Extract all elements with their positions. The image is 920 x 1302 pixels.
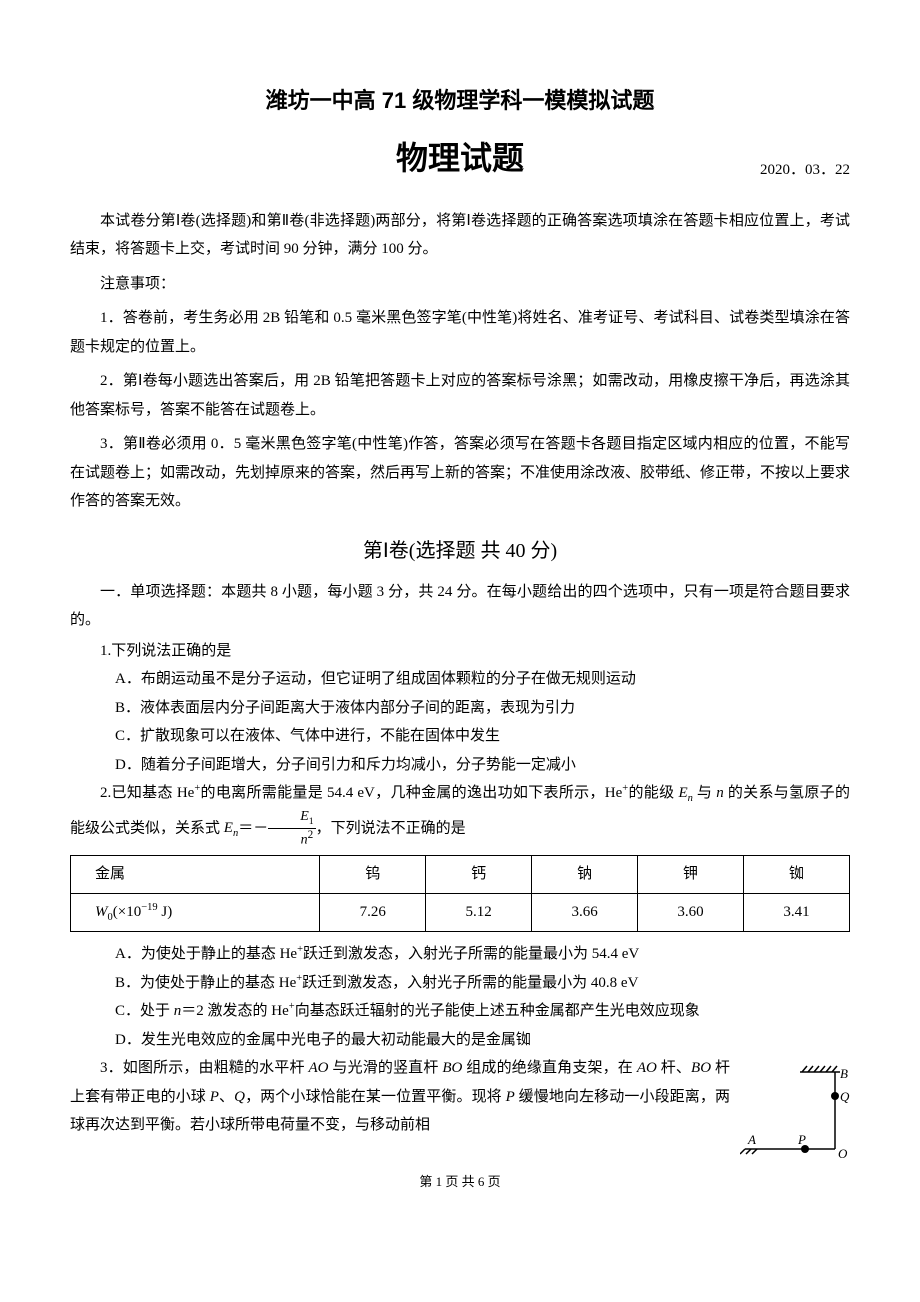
q1-option-c: C．扩散现象可以在液体、气体中进行，不能在固体中发生 (70, 722, 850, 751)
q2-stem-text-3: 的能级 (628, 785, 678, 801)
q1-option-d: D．随着分子间距增大，分子间引力和斥力均减小，分子势能一定减小 (70, 751, 850, 780)
sub-title: 物理试题 (396, 128, 524, 189)
q3-bo2: BO (691, 1060, 711, 1076)
table-row: W0(×10−19 J) 7.26 5.12 3.66 3.60 3.41 (71, 893, 850, 932)
table-cell: 5.12 (426, 893, 532, 932)
q2-table: 金属 钨 钙 钠 钾 铷 W0(×10−19 J) 7.26 5.12 3.66… (70, 855, 850, 932)
table-header-metal: 金属 (71, 856, 320, 894)
diagram-label-q: Q (840, 1089, 850, 1104)
q1-stem: 1.下列说法正确的是 (70, 637, 850, 666)
table-row-label: W0(×10−19 J) (71, 893, 320, 932)
q3-bo: BO (442, 1060, 462, 1076)
diagram-label-b: B (840, 1066, 848, 1081)
q2-b-text-1: B．为使处于静止的基态 He (115, 975, 296, 991)
diagram-label-p: P (797, 1132, 806, 1147)
exam-date: 2020．03．22 (760, 156, 850, 185)
q2-c-text-3: 向基态跃迁辐射的光子能使上述五种金属都产生光电效应现象 (295, 1003, 700, 1019)
q1-option-b: B．液体表面层内分子间距离大于液体内部分子间的距离，表现为引力 (70, 694, 850, 723)
q3-p2: P (506, 1089, 515, 1105)
q1-option-a: A．布朗运动虽不是分子运动，但它证明了组成固体颗粒的分子在做无规则运动 (70, 665, 850, 694)
q3-text-3: 组成的绝缘直角支架，在 (462, 1060, 636, 1076)
table-header-rb: 铷 (744, 856, 850, 894)
main-title: 潍坊一中高 71 级物理学科一模模拟试题 (70, 80, 850, 122)
page-footer: 第 1 页 共 6 页 (70, 1170, 850, 1195)
q3-text-6: 、 (219, 1089, 234, 1105)
w0-symbol: W (95, 904, 108, 920)
q3-text-1: 3．如图所示，由粗糙的水平杆 (100, 1060, 309, 1076)
section-1-title: 第Ⅰ卷(选择题 共 40 分) (70, 532, 850, 570)
intro-paragraph: 本试卷分第Ⅰ卷(选择题)和第Ⅱ卷(非选择题)两部分，将第Ⅰ卷选择题的正确答案选项… (70, 207, 850, 264)
w0-unit-prefix: (×10 (113, 904, 141, 920)
q2-stem-text-7: ，下列说法不正确的是 (316, 820, 466, 836)
q2-option-b: B．为使处于静止的基态 He+跃迁到激发态，入射光子所需的能量最小为 40.8 … (70, 969, 850, 998)
table-row: 金属 钨 钙 钠 钾 铷 (71, 856, 850, 894)
q2-option-a: A．为使处于静止的基态 He+跃迁到激发态，入射光子所需的能量最小为 54.4 … (70, 940, 850, 969)
diagram-label-o: O (838, 1146, 848, 1161)
diagram-label-a: A (747, 1132, 756, 1147)
title-row: 物理试题 2020．03．22 (70, 128, 850, 189)
w0-exp: −19 (141, 902, 157, 913)
q2-var-n: n (716, 785, 724, 801)
table-cell: 7.26 (320, 893, 426, 932)
q3-diagram: B Q A P O (740, 1064, 850, 1164)
q3-ao2: AO (637, 1060, 657, 1076)
q2-c-text-2: ＝2 激发态的 He (181, 1003, 289, 1019)
q2-var-en2: En (224, 820, 238, 836)
notice-1: 1．答卷前，考生务必用 2B 铅笔和 0.5 毫米黑色签字笔(中性笔)将姓名、准… (70, 304, 850, 361)
q2-var-en: En (678, 785, 692, 801)
q3-q: Q (234, 1089, 245, 1105)
table-header-na: 钠 (532, 856, 638, 894)
q2-option-d: D．发生光电效应的金属中光电子的最大初动能最大的是金属铷 (70, 1026, 850, 1055)
table-cell: 3.60 (638, 893, 744, 932)
q2-option-c: C．处于 n＝2 激发态的 He+向基态跃迁辐射的光子能使上述五种金属都产生光电… (70, 997, 850, 1026)
q2-c-text-1: C．处于 (115, 1003, 174, 1019)
q2-stem-text-4: 与 (693, 785, 716, 801)
notice-2: 2．第Ⅰ卷每小题选出答案后，用 2B 铅笔把答题卡上对应的答案标号涂黑；如需改动… (70, 367, 850, 424)
w0-unit-suffix: J) (158, 904, 173, 920)
q3-ao: AO (309, 1060, 329, 1076)
table-cell: 3.66 (532, 893, 638, 932)
q2-b-text-2: 跃迁到激发态，入射光子所需的能量最小为 40.8 eV (302, 975, 638, 991)
q3-stem: 3．如图所示，由粗糙的水平杆 AO 与光滑的竖直杆 BO 组成的绝缘直角支架，在… (70, 1054, 730, 1140)
q3-text-7: ，两个小球恰能在某一位置平衡。现将 (245, 1089, 506, 1105)
table-header-w: 钨 (320, 856, 426, 894)
q2-a-text-2: 跃迁到激发态，入射光子所需的能量最小为 54.4 eV (303, 946, 639, 962)
q2-stem: 2.已知基态 He+的电离所需能量是 54.4 eV，几种金属的逸出功如下表所示… (70, 779, 850, 849)
table-cell: 3.41 (744, 893, 850, 932)
q2-a-text-1: A．为使处于静止的基态 He (115, 946, 297, 962)
notice-3: 3．第Ⅱ卷必须用 0．5 毫米黑色签字笔(中性笔)作答，答案必须写在答题卡各题目… (70, 430, 850, 516)
q2-fraction: E1n2 (268, 809, 315, 849)
q3-text-2: 与光滑的竖直杆 (329, 1060, 443, 1076)
table-header-ca: 钙 (426, 856, 532, 894)
notice-title: 注意事项： (70, 270, 850, 299)
q2-stem-text-2: 的电离所需能量是 54.4 eV，几种金属的逸出功如下表所示，He (200, 785, 622, 801)
q3-text-4: 杆、 (657, 1060, 691, 1076)
q2-stem-text-6: ＝－ (238, 820, 268, 836)
q3-p: P (210, 1089, 219, 1105)
q3-wrapper: 3．如图所示，由粗糙的水平杆 AO 与光滑的竖直杆 BO 组成的绝缘直角支架，在… (70, 1054, 850, 1140)
section-1-instruction: 一．单项选择题：本题共 8 小题，每小题 3 分，共 24 分。在每小题给出的四… (70, 578, 850, 635)
q2-stem-text-1: 2.已知基态 He (100, 785, 194, 801)
table-header-k: 钾 (638, 856, 744, 894)
